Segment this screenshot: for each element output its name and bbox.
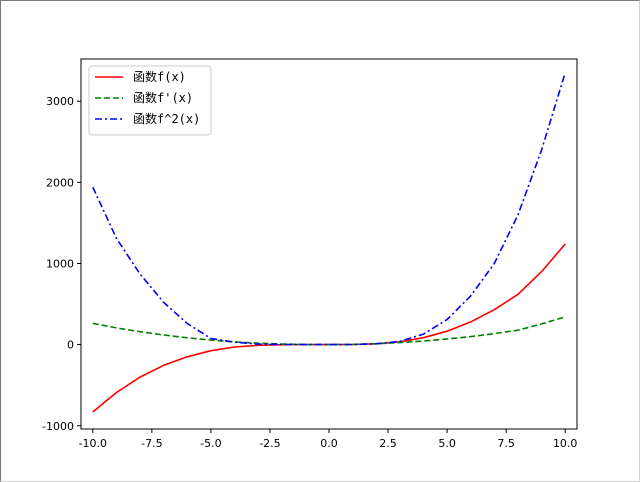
x-tick-label: -5.0 bbox=[200, 437, 221, 450]
x-tick-label: 10.0 bbox=[553, 437, 578, 450]
y-tick-label: 3000 bbox=[46, 95, 74, 108]
x-tick-label: -2.5 bbox=[259, 437, 280, 450]
x-axis: -10.0 -7.5 -5.0 -2.5 0.0 2.5 5.0 7.5 10.0 bbox=[79, 429, 578, 450]
legend-label-2: 函数f'(x) bbox=[133, 90, 193, 105]
x-tick-label: -10.0 bbox=[79, 437, 107, 450]
legend-label-3: 函数f^2(x) bbox=[133, 111, 200, 126]
x-tick-label: 0.0 bbox=[320, 437, 338, 450]
x-tick-label: 5.0 bbox=[438, 437, 456, 450]
x-tick-label: -7.5 bbox=[141, 437, 162, 450]
legend: 函数f(x) 函数f'(x) 函数f^2(x) bbox=[88, 65, 212, 136]
series-line-2 bbox=[92, 316, 566, 346]
y-tick-label: 2000 bbox=[46, 176, 74, 189]
y-tick-label: 0 bbox=[67, 339, 74, 352]
legend-box bbox=[88, 65, 212, 136]
x-tick-label: 2.5 bbox=[379, 437, 397, 450]
series-layer bbox=[92, 72, 566, 413]
y-tick-label: 1000 bbox=[46, 257, 74, 270]
series-line-3 bbox=[92, 72, 566, 346]
x-tick-label: 7.5 bbox=[497, 437, 515, 450]
y-tick-label: -1000 bbox=[42, 420, 74, 433]
y-axis: -1000 0 1000 2000 3000 bbox=[42, 95, 81, 433]
legend-label-1: 函数f(x) bbox=[133, 69, 186, 84]
